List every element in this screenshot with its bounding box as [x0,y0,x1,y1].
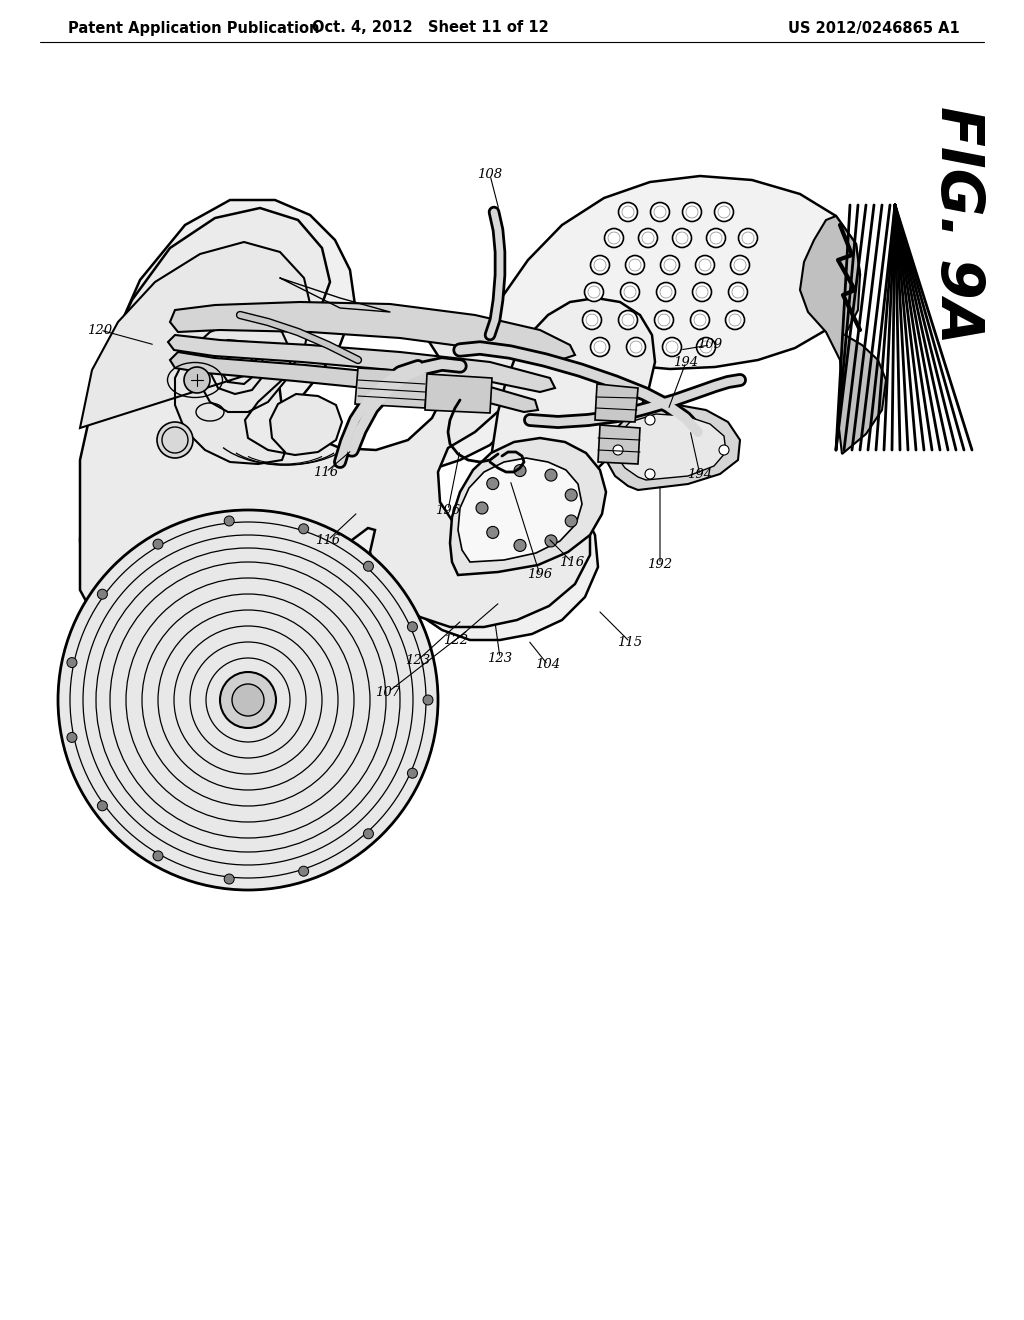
Circle shape [486,527,499,539]
Circle shape [604,228,624,248]
Circle shape [728,282,748,301]
Polygon shape [170,302,575,360]
Circle shape [224,874,234,884]
Text: 116: 116 [313,466,339,479]
Text: US 2012/0246865 A1: US 2012/0246865 A1 [788,21,961,36]
Circle shape [364,561,374,572]
Circle shape [514,465,526,477]
Text: 194: 194 [687,469,713,482]
Circle shape [408,768,418,779]
Circle shape [220,672,276,729]
Circle shape [645,469,655,479]
Circle shape [67,657,77,668]
Circle shape [157,422,193,458]
Circle shape [627,338,645,356]
Circle shape [299,524,308,533]
Circle shape [663,338,682,356]
Circle shape [725,310,744,330]
Polygon shape [800,216,886,454]
Circle shape [224,516,234,525]
Text: Patent Application Publication: Patent Application Publication [68,21,319,36]
Circle shape [591,256,609,275]
Text: 123: 123 [406,653,430,667]
Circle shape [585,282,603,301]
Text: 108: 108 [477,169,503,181]
Polygon shape [615,414,726,480]
Circle shape [683,202,701,222]
Circle shape [591,338,609,356]
Circle shape [715,202,733,222]
Circle shape [618,202,638,222]
Polygon shape [170,352,538,412]
Circle shape [565,488,578,502]
Circle shape [545,469,557,480]
Circle shape [673,228,691,248]
Circle shape [738,228,758,248]
Text: 122: 122 [443,634,469,647]
Circle shape [545,535,557,546]
Circle shape [408,622,418,632]
Circle shape [618,310,638,330]
Polygon shape [450,438,606,576]
Polygon shape [80,209,590,634]
Text: 115: 115 [617,635,643,648]
Circle shape [621,282,640,301]
Circle shape [97,801,108,810]
Text: Oct. 4, 2012   Sheet 11 of 12: Oct. 4, 2012 Sheet 11 of 12 [311,21,549,36]
Polygon shape [606,405,740,490]
Circle shape [476,502,488,513]
Circle shape [645,414,655,425]
Circle shape [626,256,644,275]
Circle shape [730,256,750,275]
Text: 116: 116 [559,556,585,569]
Circle shape [184,367,210,393]
Circle shape [58,510,438,890]
Circle shape [153,851,163,861]
Text: 196: 196 [435,503,461,516]
Polygon shape [598,425,640,465]
Circle shape [565,515,578,527]
Circle shape [486,478,499,490]
Text: 109: 109 [697,338,723,351]
Polygon shape [425,374,492,413]
Text: 192: 192 [647,557,673,570]
Circle shape [299,866,308,876]
Circle shape [67,733,77,742]
Polygon shape [168,335,555,392]
Text: 123: 123 [487,652,513,664]
Circle shape [660,256,680,275]
Text: 120: 120 [87,323,113,337]
Polygon shape [595,384,638,422]
Text: 116: 116 [315,533,341,546]
Polygon shape [80,242,342,465]
Circle shape [153,539,163,549]
Circle shape [707,228,725,248]
Circle shape [639,228,657,248]
Text: 194: 194 [674,355,698,368]
Circle shape [514,540,526,552]
Polygon shape [458,458,582,562]
Circle shape [696,338,716,356]
Text: 104: 104 [536,659,560,672]
Circle shape [692,282,712,301]
Circle shape [97,589,108,599]
Circle shape [364,829,374,838]
Circle shape [232,684,264,715]
Polygon shape [355,368,428,408]
Circle shape [583,310,601,330]
Text: 107: 107 [376,685,400,698]
Polygon shape [480,176,860,370]
Circle shape [695,256,715,275]
Polygon shape [80,201,598,672]
Circle shape [613,445,623,455]
Text: FIG. 9A: FIG. 9A [930,106,986,345]
Circle shape [423,696,433,705]
Circle shape [690,310,710,330]
Circle shape [650,202,670,222]
Polygon shape [478,298,655,540]
Circle shape [654,310,674,330]
Text: 196: 196 [527,569,553,582]
Circle shape [656,282,676,301]
Circle shape [719,445,729,455]
